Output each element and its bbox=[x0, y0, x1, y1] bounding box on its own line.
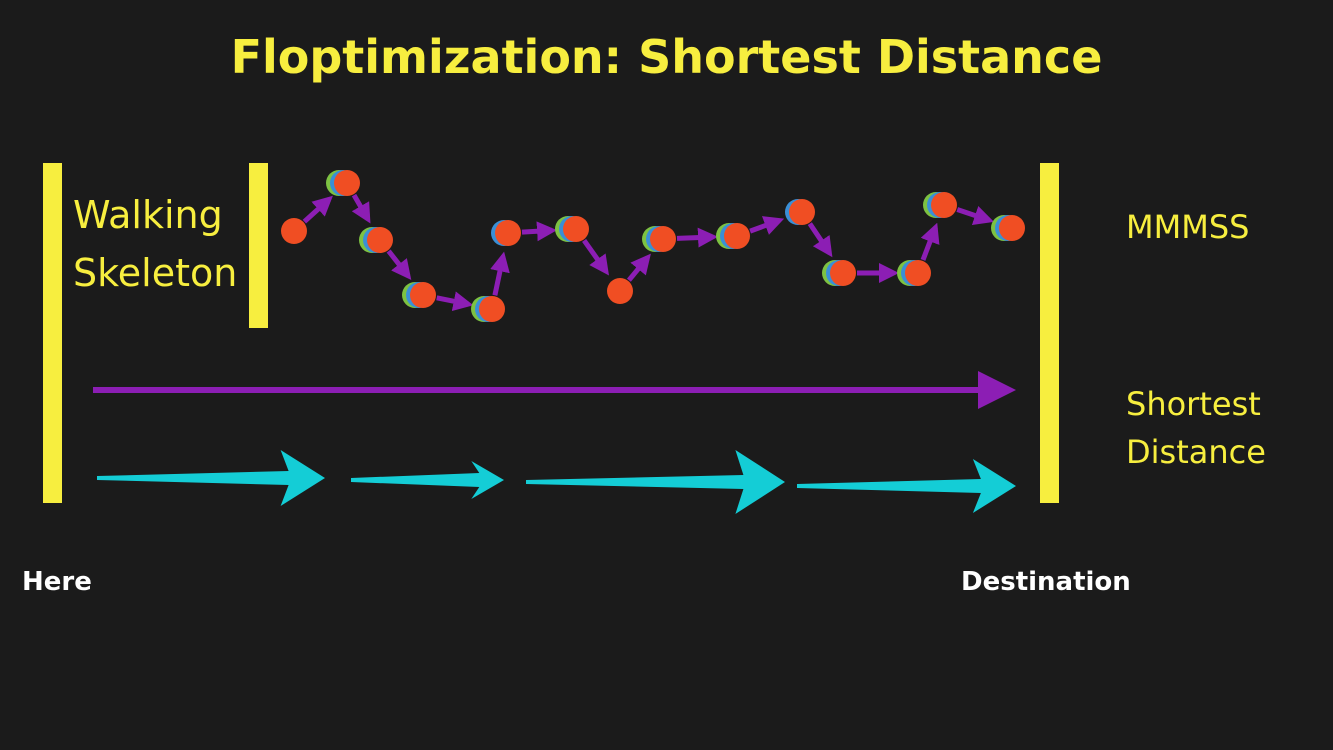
step-dot bbox=[495, 220, 521, 246]
path-arrow bbox=[956, 206, 995, 225]
inner-bar bbox=[249, 163, 268, 328]
increment-arrows bbox=[97, 450, 1016, 514]
step-dot bbox=[905, 260, 931, 286]
path-arrow bbox=[626, 253, 651, 282]
path-arrow bbox=[386, 249, 412, 281]
increment-arrow bbox=[526, 450, 785, 514]
path-arrow bbox=[351, 193, 371, 224]
title: Floptimization: Shortest Distance bbox=[230, 30, 1103, 84]
step-dot bbox=[563, 216, 589, 242]
right-bar bbox=[1040, 163, 1059, 503]
path-arrow bbox=[920, 222, 940, 261]
iteration-path bbox=[281, 170, 1025, 322]
path-arrow bbox=[749, 216, 785, 235]
increment-arrow bbox=[797, 459, 1016, 513]
path-arrow bbox=[302, 195, 333, 224]
step-dot bbox=[999, 215, 1025, 241]
long-arrow-head bbox=[978, 371, 1016, 409]
path-arrow bbox=[582, 238, 610, 276]
step-dot bbox=[479, 296, 505, 322]
path-arrow bbox=[676, 227, 719, 248]
destination-label: Destination bbox=[961, 567, 1131, 597]
step-dot bbox=[830, 260, 856, 286]
path-arrow bbox=[490, 251, 510, 296]
step-dot bbox=[367, 227, 393, 253]
step-dot bbox=[334, 170, 360, 196]
increment-arrow bbox=[351, 461, 504, 499]
step-dot bbox=[281, 218, 307, 244]
step-dot bbox=[650, 226, 676, 252]
left-bar bbox=[43, 163, 62, 503]
path-arrow bbox=[436, 291, 474, 312]
here-label: Here bbox=[22, 567, 92, 597]
step-dot bbox=[724, 223, 750, 249]
step-dot bbox=[410, 282, 436, 308]
walking-skeleton-label: Walking Skeleton bbox=[73, 193, 238, 295]
shortest-distance-label: Shortest Distance bbox=[1126, 385, 1266, 471]
step-dot bbox=[607, 278, 633, 304]
step-dot bbox=[789, 199, 815, 225]
mmmss-label: MMMSS bbox=[1126, 208, 1250, 246]
path-arrow bbox=[521, 221, 558, 242]
path-arrow bbox=[807, 222, 833, 258]
increment-arrow bbox=[97, 450, 325, 506]
step-dot bbox=[931, 192, 957, 218]
